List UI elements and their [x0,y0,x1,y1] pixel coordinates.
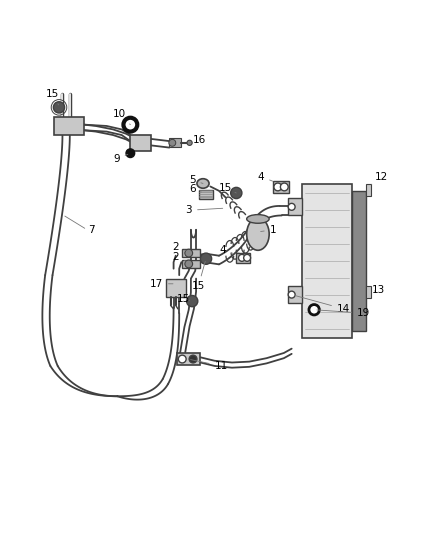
Bar [54,117,84,135]
Circle shape [288,291,295,298]
Text: 17: 17 [150,279,173,289]
Text: 19: 19 [317,308,371,318]
Circle shape [53,102,65,113]
Text: 1: 1 [261,225,276,235]
Text: 13: 13 [371,285,385,295]
Bar [352,191,367,332]
Bar [177,353,201,365]
Circle shape [189,355,197,363]
Text: 2: 2 [173,252,186,262]
Text: 7: 7 [88,225,95,235]
Bar [366,184,371,197]
Text: 15: 15 [219,183,236,193]
Text: 2: 2 [173,243,186,253]
Bar [288,198,303,215]
Circle shape [231,188,242,199]
Text: 5: 5 [189,175,203,185]
Text: 15: 15 [46,88,59,105]
Ellipse shape [247,218,269,251]
Circle shape [169,139,176,146]
Circle shape [280,183,288,191]
Bar [166,279,186,297]
Text: 15: 15 [177,294,190,303]
Text: 10: 10 [113,109,131,125]
Bar [199,190,212,199]
Bar [182,260,200,268]
Ellipse shape [197,179,209,188]
Ellipse shape [247,215,269,223]
Circle shape [244,254,251,261]
Circle shape [274,183,282,191]
Text: 4: 4 [258,172,272,182]
Text: 3: 3 [185,205,223,215]
Bar [303,184,352,338]
Circle shape [187,295,198,306]
Text: 6: 6 [189,184,201,193]
Text: 11: 11 [191,360,228,371]
Bar [236,253,250,263]
Circle shape [185,260,193,268]
Circle shape [288,204,295,211]
Circle shape [309,304,319,315]
Circle shape [178,355,186,363]
Bar [131,135,151,151]
Circle shape [126,149,134,158]
Bar [288,286,303,303]
Bar [182,249,200,257]
Text: 16: 16 [190,135,206,145]
Circle shape [201,253,212,264]
Bar [169,139,181,147]
Circle shape [185,249,193,257]
Circle shape [238,254,245,261]
Text: 9: 9 [113,154,128,164]
Text: 15: 15 [191,261,205,292]
Circle shape [124,118,137,132]
Bar [366,286,371,298]
Text: 12: 12 [372,172,388,184]
Text: 4: 4 [219,245,233,255]
Bar [273,181,290,193]
Circle shape [187,140,192,146]
Text: 14: 14 [294,295,350,314]
